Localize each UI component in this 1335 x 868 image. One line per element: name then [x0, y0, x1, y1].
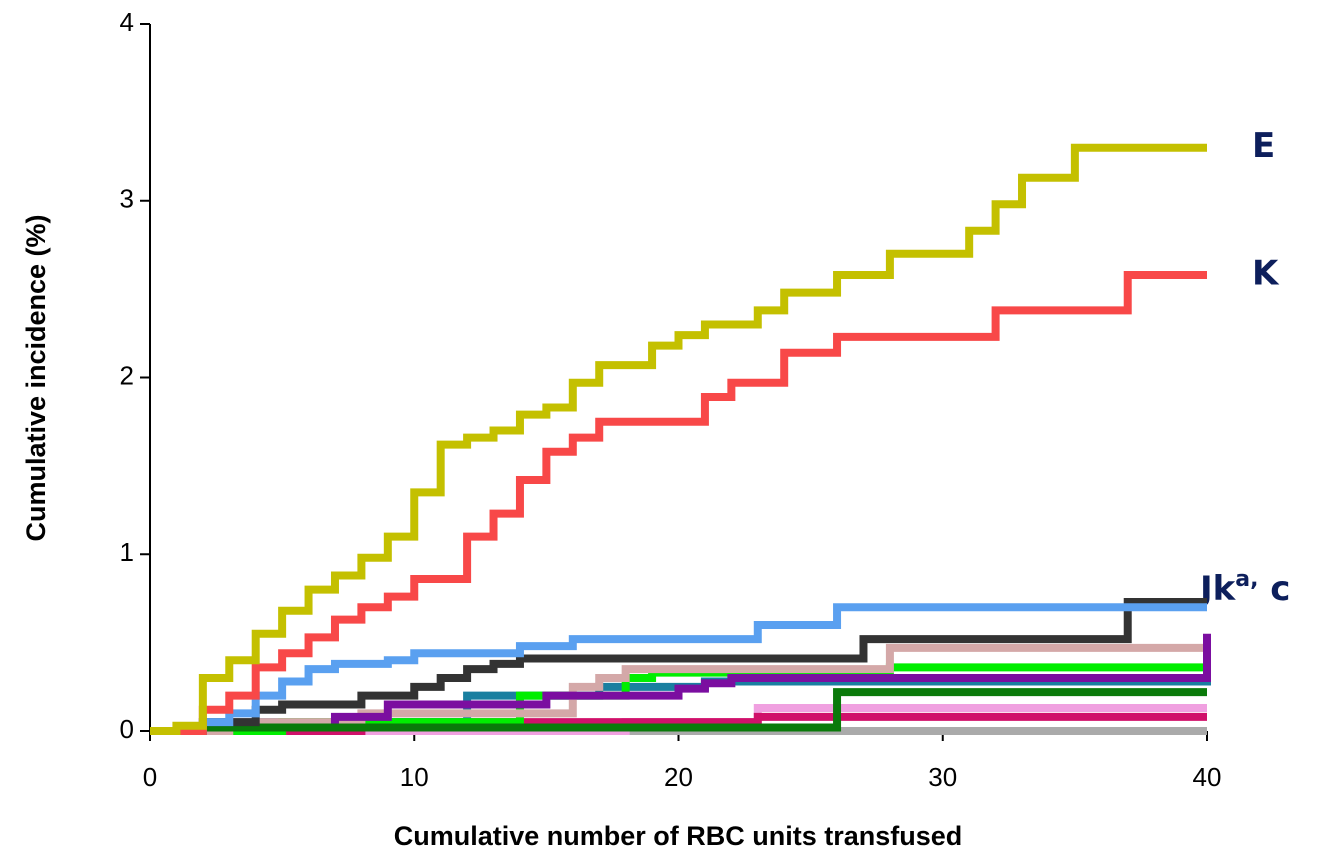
x-tick-label: 20: [664, 762, 693, 792]
x-tick-label: 40: [1193, 762, 1222, 792]
series-label: K: [1252, 253, 1280, 293]
y-tick-label: 0: [120, 714, 134, 744]
annotation-sup: a,: [1235, 567, 1258, 592]
y-tick-label: 4: [120, 7, 134, 37]
step-line: [150, 143, 1207, 735]
x-tick-label: 10: [400, 762, 429, 792]
x-axis-label: Cumulative number of RBC units transfuse…: [394, 821, 963, 851]
x-tick-label: 0: [143, 762, 157, 792]
step-line: [150, 603, 1207, 735]
y-tick-label: 1: [120, 537, 134, 567]
y-tick-label: 3: [120, 184, 134, 214]
series-label: E: [1252, 126, 1275, 166]
annotation: Jka, c: [1198, 567, 1290, 609]
step-line: [150, 270, 1207, 735]
annotation-tail: c: [1258, 569, 1290, 609]
x-tick-label: 30: [928, 762, 957, 792]
y-tick-label: 2: [120, 360, 134, 390]
y-axis-label: Cumulative incidence (%): [21, 214, 51, 541]
